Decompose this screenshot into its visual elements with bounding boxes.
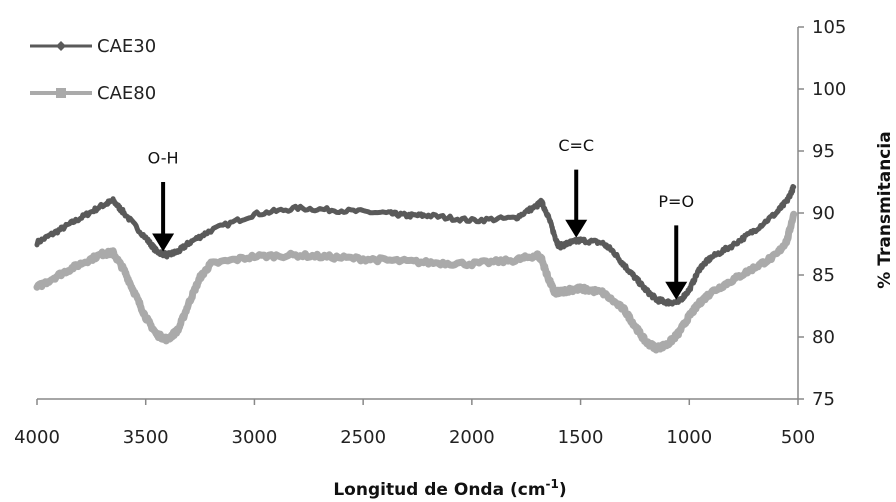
x-ticks: 4000 3500 3000 2500 2000 1500 1000 500 <box>14 399 815 448</box>
annotation-label: O-H <box>148 148 179 167</box>
annotations: O-H C=C P=O <box>148 136 694 300</box>
x-tick-label: 2000 <box>449 427 495 448</box>
y-tick-label: 105 <box>812 17 846 38</box>
series-line-cae30 <box>34 184 797 307</box>
annotation-arrow-head <box>152 233 175 252</box>
annotation-label: P=O <box>658 192 694 211</box>
y-axis-title: % Transmitancia <box>875 131 895 288</box>
annotation-arrow-head <box>565 219 588 238</box>
legend-item-cae80: CAE80 <box>30 83 156 104</box>
x-tick-label: 3500 <box>123 427 169 448</box>
x-axis-title-superscript: -1 <box>546 477 559 491</box>
x-tick-label: 1000 <box>666 427 712 448</box>
series-layer <box>33 184 798 354</box>
annotation-arrow-head <box>665 281 688 300</box>
x-tick-label: 3000 <box>232 427 278 448</box>
x-axis-title: Longitud de Onda (cm-1) <box>333 477 566 500</box>
y-tick-label: 80 <box>812 327 835 348</box>
legend-label-cae80: CAE80 <box>97 83 156 104</box>
x-axis-title-close: ) <box>559 480 567 500</box>
legend-label-cae30: CAE30 <box>97 36 156 57</box>
y-tick-label: 75 <box>812 389 835 410</box>
x-tick-label: 500 <box>781 427 815 448</box>
legend-marker-square <box>56 88 66 98</box>
legend: CAE30 CAE80 <box>30 36 156 104</box>
annotation-label: C=C <box>558 136 594 155</box>
y-tick-label: 95 <box>812 141 835 162</box>
y-tick-label: 85 <box>812 265 835 286</box>
y-ticks: 75 80 85 90 95 100 105 <box>798 17 846 410</box>
legend-item-cae30: CAE30 <box>30 36 156 57</box>
x-tick-label: 4000 <box>14 427 60 448</box>
x-tick-label: 1500 <box>558 427 604 448</box>
y-tick-label: 90 <box>812 203 835 224</box>
x-tick-label: 2500 <box>340 427 386 448</box>
x-axis-title-text: Longitud de Onda (cm <box>333 480 545 500</box>
y-tick-label: 100 <box>812 79 846 100</box>
series-line-cae80 <box>33 210 798 354</box>
legend-marker-diamond <box>56 41 66 51</box>
